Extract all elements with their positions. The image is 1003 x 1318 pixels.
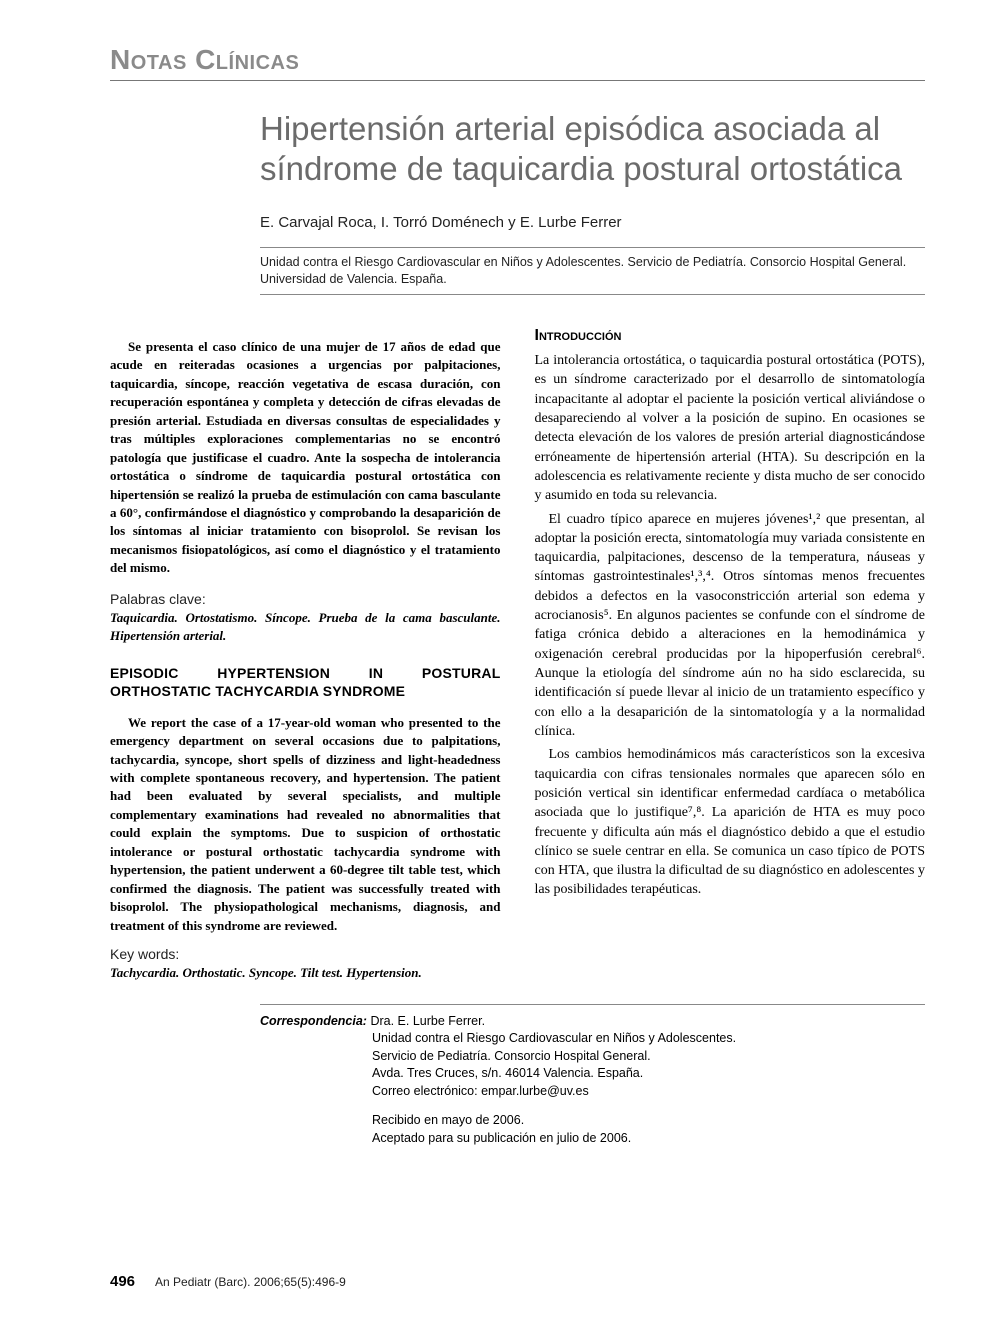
abstract-spanish: Se presenta el caso clínico de una mujer… [110, 338, 501, 578]
correspondence-addr-2: Servicio de Pediatría. Consorcio Hospita… [372, 1048, 925, 1066]
english-title: EPISODIC HYPERTENSION IN POSTURAL ORTHOS… [110, 664, 501, 700]
affiliation-block: Unidad contra el Riesgo Cardiovascular e… [260, 247, 925, 295]
left-column: Se presenta el caso clínico de una mujer… [110, 325, 501, 982]
abstract-spanish-text: Se presenta el caso clínico de una mujer… [110, 339, 501, 575]
accepted-date: Aceptado para su publicación en julio de… [372, 1130, 925, 1148]
title-block: Hipertensión arterial episódica asociada… [260, 109, 925, 295]
correspondence-name: Dra. E. Lurbe Ferrer. [370, 1014, 485, 1028]
intro-paragraph-3: Los cambios hemodinámicos más caracterís… [535, 745, 926, 900]
intro-paragraph-1: La intolerancia ortostática, o taquicard… [535, 351, 926, 506]
article-title: Hipertensión arterial episódica asociada… [260, 109, 925, 188]
correspondence-address: Unidad contra el Riesgo Cardiovascular e… [260, 1030, 925, 1100]
two-column-body: Se presenta el caso clínico de una mujer… [110, 325, 925, 982]
keywords-en: Tachycardia. Orthostatic. Syncope. Tilt … [110, 964, 501, 982]
journal-citation: An Pediatr (Barc). 2006;65(5):496-9 [155, 1275, 346, 1289]
affiliation: Unidad contra el Riesgo Cardiovascular e… [260, 254, 925, 288]
abstract-english-text: We report the case of a 17-year-old woma… [110, 715, 501, 933]
correspondence-addr-4: Correo electrónico: empar.lurbe@uv.es [372, 1083, 925, 1101]
keywords-label-es: Palabras clave: [110, 590, 501, 609]
page-number: 496 [110, 1273, 135, 1290]
correspondence-block: Correspondencia: Dra. E. Lurbe Ferrer. U… [260, 1004, 925, 1148]
page: Notas Clínicas Hipertensión arterial epi… [0, 0, 1003, 1318]
dates-block: Recibido en mayo de 2006. Aceptado para … [260, 1112, 925, 1147]
keywords-es: Taquicardia. Ortostatismo. Síncope. Prue… [110, 609, 501, 644]
keywords-label-en: Key words: [110, 945, 501, 964]
introduction-heading: Introducción [535, 325, 926, 347]
authors: E. Carvajal Roca, I. Torró Doménech y E.… [260, 214, 925, 231]
correspondence-addr-1: Unidad contra el Riesgo Cardiovascular e… [372, 1030, 925, 1048]
abstract-english: We report the case of a 17-year-old woma… [110, 714, 501, 935]
correspondence-label: Correspondencia: [260, 1014, 367, 1028]
section-rule [110, 80, 925, 81]
correspondence-line: Correspondencia: Dra. E. Lurbe Ferrer. [260, 1013, 925, 1031]
intro-paragraph-2: El cuadro típico aparece en mujeres jóve… [535, 510, 926, 742]
right-column: Introducción La intolerancia ortostática… [535, 325, 926, 982]
received-date: Recibido en mayo de 2006. [372, 1112, 925, 1130]
page-footer: 496 An Pediatr (Barc). 2006;65(5):496-9 [110, 1273, 925, 1290]
section-heading: Notas Clínicas [110, 44, 925, 76]
correspondence-addr-3: Avda. Tres Cruces, s/n. 46014 Valencia. … [372, 1065, 925, 1083]
